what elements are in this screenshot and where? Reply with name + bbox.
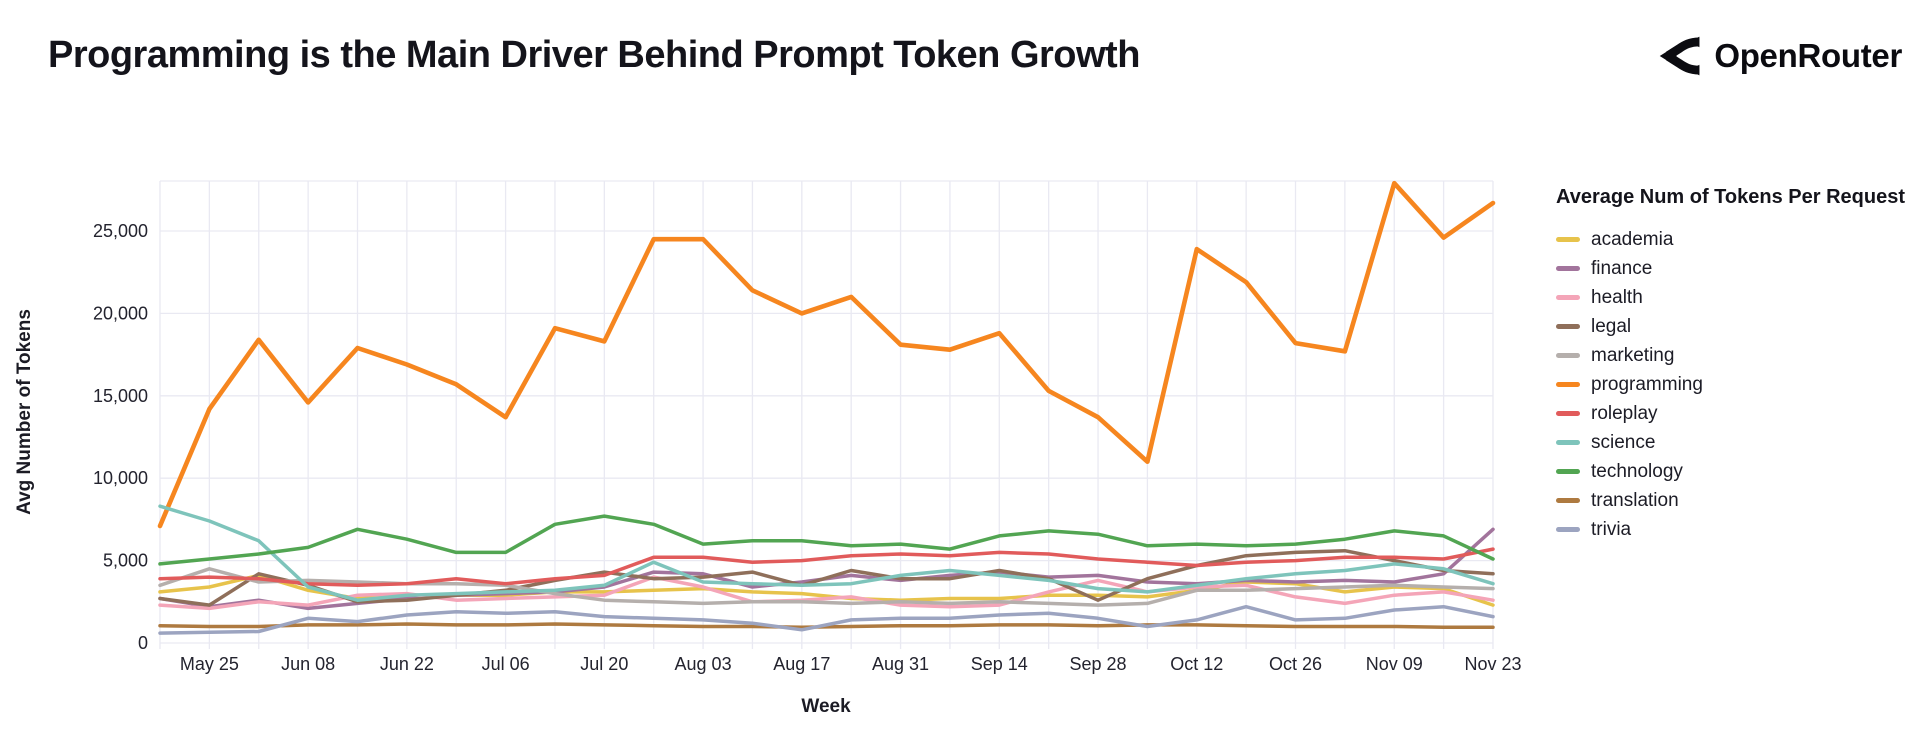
y-tick-label: 25,000 <box>93 221 148 241</box>
x-tick-label: May 25 <box>180 654 239 674</box>
page-title: Programming is the Main Driver Behind Pr… <box>48 34 1140 76</box>
x-tick-label: Jul 20 <box>580 654 628 674</box>
legend-item-finance[interactable]: finance <box>1556 254 1926 283</box>
trivia-swatch-icon <box>1556 527 1580 532</box>
legend-label: academia <box>1591 228 1674 250</box>
x-axis-title: Week <box>801 696 851 717</box>
y-axis-title: Avg Number of Tokens <box>14 309 35 515</box>
legend-label: finance <box>1591 257 1653 279</box>
legend-item-academia[interactable]: academia <box>1556 225 1926 254</box>
translation-swatch-icon <box>1556 498 1580 503</box>
legend-label: health <box>1591 286 1643 308</box>
x-tick-label: Oct 26 <box>1269 654 1322 674</box>
x-tick-label: Aug 31 <box>872 654 929 674</box>
legend-title: Average Num of Tokens Per Request <box>1556 186 1905 208</box>
series-line-roleplay[interactable] <box>158 547 1495 588</box>
legend-label: legal <box>1591 315 1632 337</box>
y-tick-label: 10,000 <box>93 468 148 488</box>
x-tick-label: Aug 17 <box>773 654 830 674</box>
series-line-trivia[interactable] <box>158 604 1495 635</box>
legend-item-roleplay[interactable]: roleplay <box>1556 399 1926 428</box>
legend-item-health[interactable]: health <box>1556 283 1926 312</box>
x-tick-label: Jul 06 <box>482 654 530 674</box>
science-swatch-icon <box>1556 440 1580 445</box>
legend-label: trivia <box>1591 518 1632 540</box>
x-tick-label: Sep 14 <box>971 654 1028 674</box>
legend-items: academia finance health legal marketing progr… <box>1556 225 1926 544</box>
legend-label: technology <box>1591 460 1683 482</box>
finance-swatch-icon <box>1556 266 1580 271</box>
openrouter-logo-icon <box>1658 34 1702 78</box>
x-tick-label: Sep 28 <box>1070 654 1127 674</box>
legend-label: translation <box>1591 489 1679 511</box>
x-tick-label: Jun 08 <box>281 654 335 674</box>
technology-swatch-icon <box>1556 469 1580 474</box>
legal-swatch-icon <box>1556 324 1580 329</box>
academia-swatch-icon <box>1556 237 1580 242</box>
x-tick-label: Oct 12 <box>1170 654 1223 674</box>
series-line-science[interactable] <box>158 504 1495 602</box>
legend-label: roleplay <box>1591 402 1658 424</box>
legend-label: science <box>1591 431 1656 453</box>
series-line-translation[interactable] <box>158 622 1495 630</box>
openrouter-logo-text: OpenRouter <box>1714 37 1902 74</box>
x-tick-label: Nov 09 <box>1366 654 1423 674</box>
legend-label: programming <box>1591 373 1703 395</box>
legend-item-translation[interactable]: translation <box>1556 486 1926 515</box>
y-tick-label: 15,000 <box>93 386 148 406</box>
marketing-swatch-icon <box>1556 353 1580 358</box>
y-tick-label: 0 <box>138 633 148 653</box>
legend-item-trivia[interactable]: trivia <box>1556 515 1926 544</box>
y-tick-label: 5,000 <box>103 551 148 571</box>
legend-item-marketing[interactable]: marketing <box>1556 341 1926 370</box>
programming-swatch-icon <box>1556 382 1580 387</box>
series-line-technology[interactable] <box>158 514 1495 566</box>
legend-label: marketing <box>1591 344 1675 366</box>
x-tick-label: Aug 03 <box>675 654 732 674</box>
legend: Average Num of Tokens Per Request academ… <box>1556 186 1926 544</box>
series-line-legal[interactable] <box>158 548 1495 607</box>
x-tick-label: Jun 22 <box>380 654 434 674</box>
legend-item-legal[interactable]: legal <box>1556 312 1926 341</box>
legend-item-programming[interactable]: programming <box>1556 370 1926 399</box>
y-tick-label: 20,000 <box>93 303 148 323</box>
roleplay-swatch-icon <box>1556 411 1580 416</box>
series-line-programming[interactable] <box>157 180 1496 529</box>
x-tick-label: Nov 23 <box>1464 654 1521 674</box>
legend-item-technology[interactable]: technology <box>1556 457 1926 486</box>
openrouter-logo[interactable]: OpenRouter <box>1658 34 1902 78</box>
health-swatch-icon <box>1556 295 1580 300</box>
legend-item-science[interactable]: science <box>1556 428 1926 457</box>
